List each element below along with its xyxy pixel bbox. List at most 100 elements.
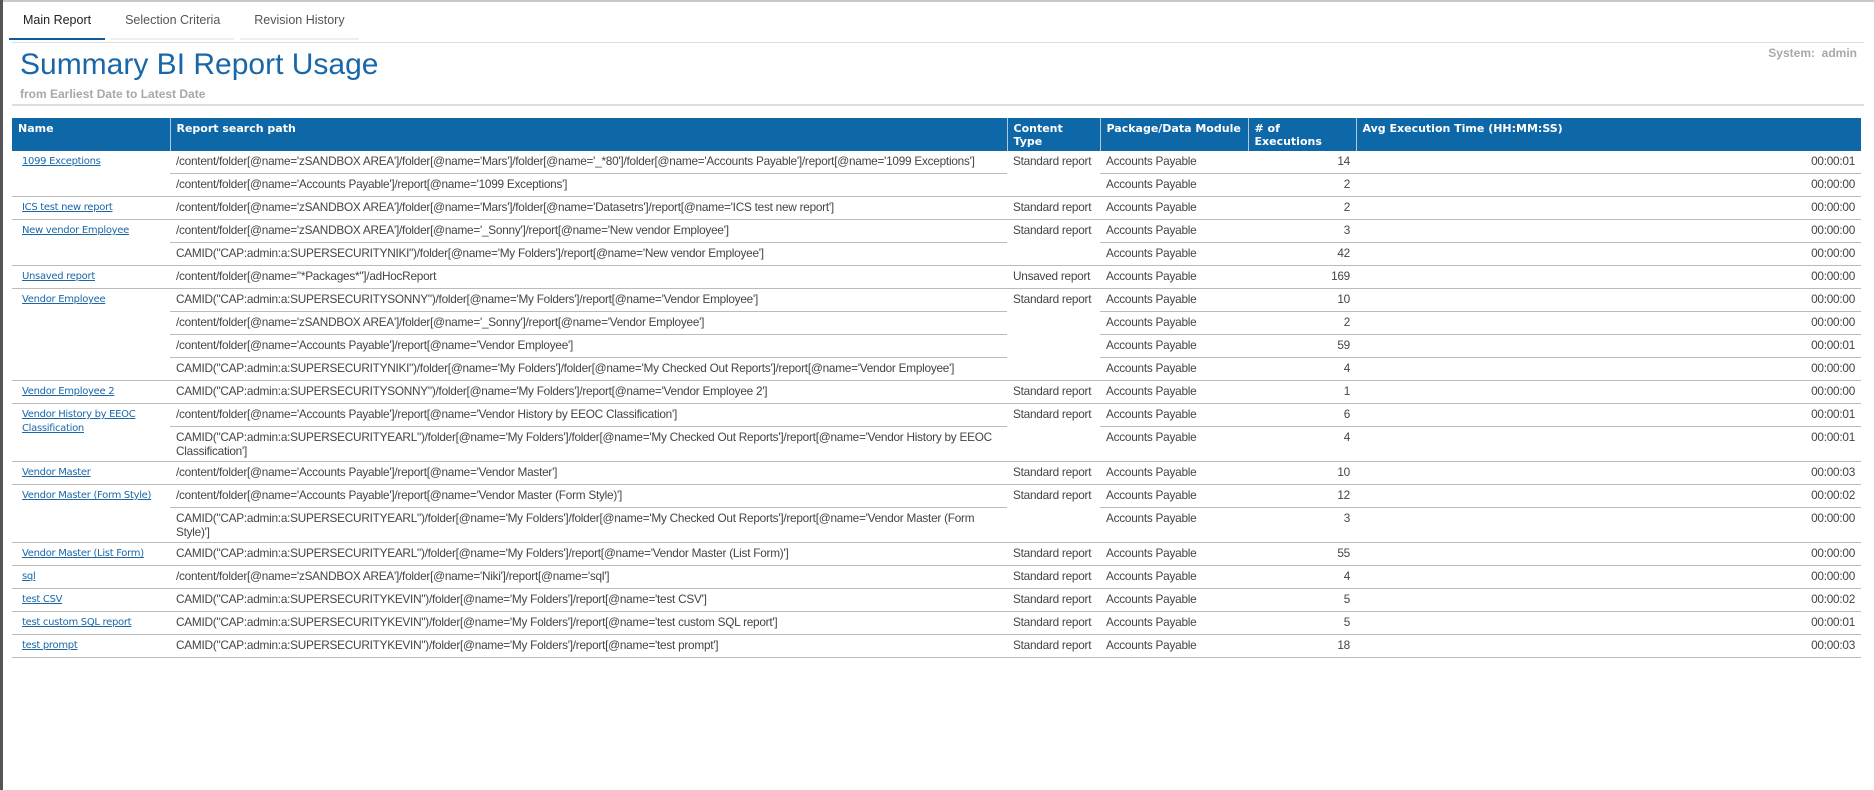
report-table: Name Report search path Content Type Pac… — [12, 118, 1861, 658]
report-name-link[interactable]: Vendor Employee 2 — [22, 386, 115, 397]
avg-time-cell: 00:00:00 — [1356, 288, 1861, 312]
path-cell: CAMID("CAP:admin:a:SUPERSECURITYSONNY")/… — [170, 288, 1007, 312]
report-name-link[interactable]: sql — [22, 571, 36, 582]
path-cell: /content/folder[@name='Accounts Payable'… — [170, 484, 1007, 508]
path-cell: /content/folder[@name='Accounts Payable'… — [170, 403, 1007, 427]
avg-time-cell: 00:00:00 — [1356, 542, 1861, 566]
tab-selection-criteria[interactable]: Selection Criteria — [111, 2, 235, 40]
name-cell: Vendor Master (Form Style) — [12, 484, 170, 543]
name-cell: Vendor Employee 2 — [12, 380, 170, 404]
package-cell: Accounts Payable — [1100, 357, 1248, 381]
report-name-link[interactable]: 1099 Exceptions — [22, 156, 101, 167]
content-type-cell: Standard report — [1007, 403, 1100, 462]
name-cell: ICS test new report — [12, 196, 170, 220]
tab-revision-history[interactable]: Revision History — [240, 2, 359, 40]
column-header-content-type: Content Type — [1006, 118, 1100, 151]
avg-time-cell: 00:00:00 — [1356, 357, 1861, 381]
name-cell: New vendor Employee — [12, 219, 170, 266]
page-title: Summary BI Report Usage — [20, 48, 379, 81]
executions-cell: 18 — [1248, 634, 1356, 658]
avg-time-cell: 00:00:00 — [1356, 173, 1861, 197]
package-cell: Accounts Payable — [1100, 611, 1248, 635]
divider — [12, 42, 1864, 43]
executions-cell: 3 — [1248, 507, 1356, 543]
package-cell: Accounts Payable — [1100, 634, 1248, 658]
report-name-link[interactable]: Vendor Master — [22, 467, 91, 478]
report-name-link[interactable]: Vendor History by EEOC Classification — [22, 409, 136, 434]
executions-cell: 1 — [1248, 380, 1356, 404]
table-row: CAMID("CAP:admin:a:SUPERSECURITYNIKI")/f… — [12, 357, 1861, 381]
avg-time-cell: 00:00:01 — [1356, 611, 1861, 635]
column-header-avg-time: Avg Execution Time (HH:MM:SS) — [1355, 118, 1861, 151]
avg-time-cell: 00:00:03 — [1356, 461, 1861, 485]
tab-main-report[interactable]: Main Report — [9, 2, 106, 40]
path-cell: CAMID("CAP:admin:a:SUPERSECURITYEARL")/f… — [170, 542, 1007, 566]
report-name-link[interactable]: ICS test new report — [22, 202, 113, 213]
avg-time-cell: 00:00:00 — [1356, 380, 1861, 404]
report-name-link[interactable]: Vendor Employee — [22, 294, 106, 305]
path-cell: CAMID("CAP:admin:a:SUPERSECURITYEARL")/f… — [170, 426, 1007, 462]
report-name-link[interactable]: test CSV — [22, 594, 63, 605]
package-cell: Accounts Payable — [1100, 542, 1248, 566]
report-name-link[interactable]: New vendor Employee — [22, 225, 129, 236]
avg-time-cell: 00:00:01 — [1356, 426, 1861, 462]
executions-cell: 2 — [1248, 196, 1356, 220]
report-name-link[interactable]: test prompt — [22, 640, 78, 651]
package-cell: Accounts Payable — [1100, 565, 1248, 589]
path-cell: /content/folder[@name='zSANDBOX AREA']/f… — [170, 196, 1007, 220]
path-cell: /content/folder[@name='zSANDBOX AREA']/f… — [170, 219, 1007, 243]
avg-time-cell: 00:00:01 — [1356, 151, 1861, 174]
executions-cell: 169 — [1248, 265, 1356, 289]
system-label: System: admin — [1768, 46, 1857, 60]
page-subtitle: from Earliest Date to Latest Date — [20, 87, 206, 101]
executions-cell: 12 — [1248, 484, 1356, 508]
report-name-link[interactable]: test custom SQL report — [22, 617, 132, 628]
column-header-path: Report search path — [169, 118, 1007, 151]
package-cell: Accounts Payable — [1100, 426, 1248, 462]
path-cell: CAMID("CAP:admin:a:SUPERSECURITYNIKI")/f… — [170, 242, 1007, 266]
path-cell: CAMID("CAP:admin:a:SUPERSECURITYSONNY")/… — [170, 380, 1007, 404]
name-cell: 1099 Exceptions — [12, 151, 170, 197]
content-type-cell: Standard report — [1007, 151, 1100, 197]
avg-time-cell: 00:00:00 — [1356, 196, 1861, 220]
content-type-cell: Standard report — [1007, 611, 1100, 635]
report-name-link[interactable]: Vendor Master (Form Style) — [22, 490, 152, 501]
path-cell: CAMID("CAP:admin:a:SUPERSECURITYEARL")/f… — [170, 507, 1007, 543]
package-cell: Accounts Payable — [1100, 265, 1248, 289]
report-name-link[interactable]: Unsaved report — [22, 271, 95, 282]
content-type-cell: Unsaved report — [1007, 265, 1100, 289]
tab-bar: Main Report Selection Criteria Revision … — [9, 2, 365, 40]
name-cell: sql — [12, 565, 170, 589]
package-cell: Accounts Payable — [1100, 219, 1248, 243]
top-border — [0, 0, 1874, 2]
report-name-link[interactable]: Vendor Master (List Form) — [22, 548, 144, 559]
executions-cell: 2 — [1248, 173, 1356, 197]
table-row: Vendor Master (Form Style) /content/folde… — [12, 484, 1861, 543]
executions-cell: 3 — [1248, 219, 1356, 243]
path-cell: /content/folder[@name="*Packages*"]/adHo… — [170, 265, 1007, 289]
table-row: Vendor Master (List Form) CAMID("CAP:admi… — [12, 542, 1861, 566]
table-row: Vendor History by EEOC Classification/co… — [12, 403, 1861, 462]
package-cell: Accounts Payable — [1100, 151, 1248, 174]
divider — [12, 104, 1864, 106]
table-row: New vendor Employee/content/folder[@name… — [12, 219, 1861, 266]
avg-time-cell: 00:00:00 — [1356, 311, 1861, 335]
avg-time-cell: 00:00:02 — [1356, 484, 1861, 508]
path-cell: /content/folder[@name='zSANDBOX AREA']/f… — [170, 565, 1007, 589]
executions-cell: 4 — [1248, 426, 1356, 462]
name-cell: test CSV — [12, 588, 170, 612]
name-cell: test custom SQL report — [12, 611, 170, 635]
package-cell: Accounts Payable — [1100, 173, 1248, 197]
executions-cell: 42 — [1248, 242, 1356, 266]
package-cell: Accounts Payable — [1100, 196, 1248, 220]
path-cell: CAMID("CAP:admin:a:SUPERSECURITYNIKI")/f… — [170, 357, 1007, 381]
executions-cell: 6 — [1248, 403, 1356, 427]
executions-cell: 4 — [1248, 357, 1356, 381]
table-row: /content/folder[@name='Accounts Payable'… — [12, 334, 1861, 358]
avg-time-cell: 00:00:02 — [1356, 588, 1861, 612]
table-row: /content/folder[@name='Accounts Payable'… — [12, 173, 1861, 197]
content-type-cell: Standard report — [1007, 542, 1100, 566]
avg-time-cell: 00:00:00 — [1356, 265, 1861, 289]
package-cell: Accounts Payable — [1100, 242, 1248, 266]
name-cell: Vendor History by EEOC Classification — [12, 403, 170, 462]
